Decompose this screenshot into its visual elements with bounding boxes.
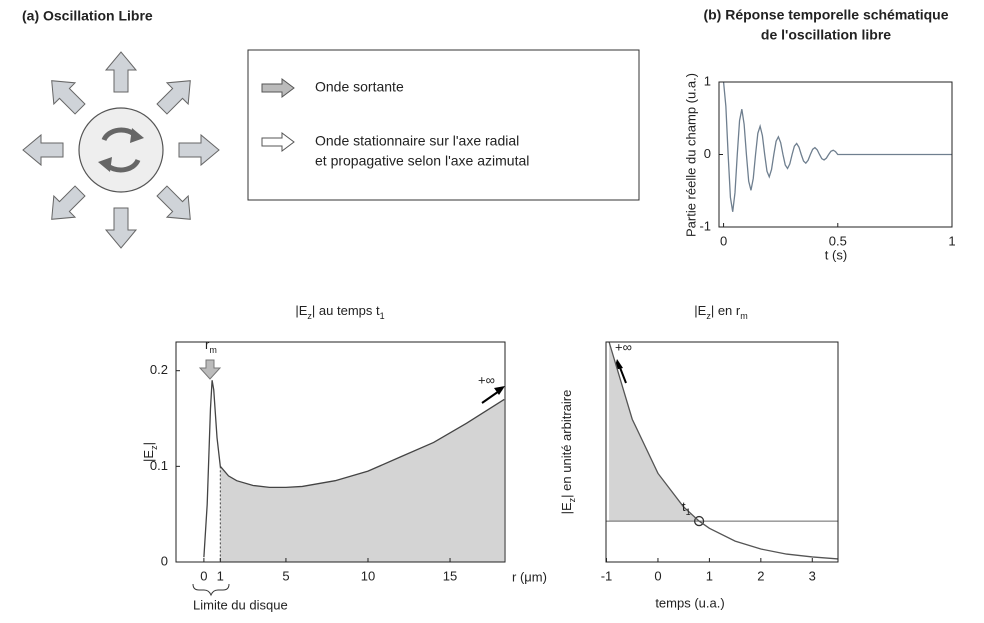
infinity-label: +∞	[478, 372, 495, 387]
legend-label: Onde stationnaire sur l'axe radial	[315, 133, 519, 149]
disk-brace	[192, 583, 230, 597]
t1-label-part: 1	[686, 507, 691, 517]
y-axis-label-part: z	[567, 497, 577, 502]
x-axis-label: t (s)	[825, 247, 847, 262]
data-line	[722, 81, 952, 212]
y-axis-label: |Ez|	[141, 442, 159, 462]
legend-icon	[261, 132, 295, 152]
t1-label: t1	[682, 499, 691, 517]
rm-label: rm	[205, 337, 217, 355]
x-tick-label: 0	[200, 568, 207, 583]
y-axis-label: |Ez| en unité arbitraire	[559, 390, 577, 515]
chart-title-part: | en r	[711, 303, 741, 318]
rm-label-part: m	[209, 345, 217, 355]
chart-title-part: |E	[295, 303, 307, 318]
y-tick-label: 0.1	[150, 458, 168, 473]
chart-title-part: | au temps t	[312, 303, 380, 318]
x-tick-label: 3	[809, 568, 816, 583]
disk-limit-label: Limite du disque	[193, 597, 288, 612]
x-tick-label: 1	[706, 568, 713, 583]
y-axis-label: Partie réelle du champ (u.a.)	[683, 73, 698, 237]
infinity-label: +∞	[615, 339, 632, 354]
y-tick-label: 0	[161, 553, 168, 568]
y-tick-label: -1	[699, 218, 711, 233]
x-axis-label: temps (u.a.)	[655, 595, 724, 610]
y-axis-label-part: |E	[559, 502, 574, 514]
y-axis-label-part: |	[141, 442, 156, 445]
x-tick-label: 0	[654, 568, 661, 583]
shaded-area	[220, 399, 505, 562]
t1-label-part: t	[682, 499, 686, 514]
x-tick-label: 10	[361, 568, 375, 583]
y-tick-label: 0.2	[150, 362, 168, 377]
time-marker	[693, 515, 705, 527]
chart-title-part: 1	[380, 311, 385, 321]
rm-arrow	[198, 359, 222, 380]
plot-frame	[605, 341, 839, 563]
y-tick-label: 1	[704, 73, 711, 88]
legend-label: et propagative selon l'axe azimutal	[315, 153, 529, 169]
x-tick-label: 1	[948, 233, 955, 248]
y-tick-label: 0	[704, 146, 711, 161]
chart-title: |Ez| au temps t1	[295, 303, 384, 321]
data-line	[608, 341, 839, 560]
chart-title: |Ez| en rm	[694, 303, 747, 321]
x-tick-label: 0.5	[829, 233, 847, 248]
radiation-diagram	[22, 51, 220, 249]
x-axis-label: r (μm)	[512, 569, 547, 584]
panel-a-title: (a) Oscillation Libre	[22, 8, 153, 24]
x-tick-label: -1	[601, 568, 613, 583]
plot-frame	[175, 341, 506, 563]
chart-title-part: |E	[694, 303, 706, 318]
y-axis-label-part: |E	[141, 450, 156, 462]
data-line	[203, 380, 505, 558]
legend-label: Onde sortante	[315, 79, 404, 95]
x-tick-label: 1	[217, 568, 224, 583]
y-axis-label-part: | en unité arbitraire	[559, 390, 574, 498]
infinity-arrow-head	[494, 386, 505, 395]
x-tick-label: 0	[720, 233, 727, 248]
x-tick-label: 5	[282, 568, 289, 583]
y-axis-label-part: z	[149, 445, 159, 450]
chart-title-part: z	[307, 311, 312, 321]
chart-title-part: m	[740, 311, 748, 321]
shaded-area	[609, 342, 700, 522]
chart-title: (b) Réponse temporelle schématique	[703, 7, 948, 23]
legend-box	[247, 49, 640, 201]
x-tick-label: 2	[757, 568, 764, 583]
chart-title-part: z	[706, 311, 711, 321]
legend-icon	[261, 78, 295, 98]
rm-label-part: r	[205, 337, 210, 352]
chart-title: de l'oscillation libre	[761, 27, 891, 43]
x-tick-label: 15	[443, 568, 457, 583]
